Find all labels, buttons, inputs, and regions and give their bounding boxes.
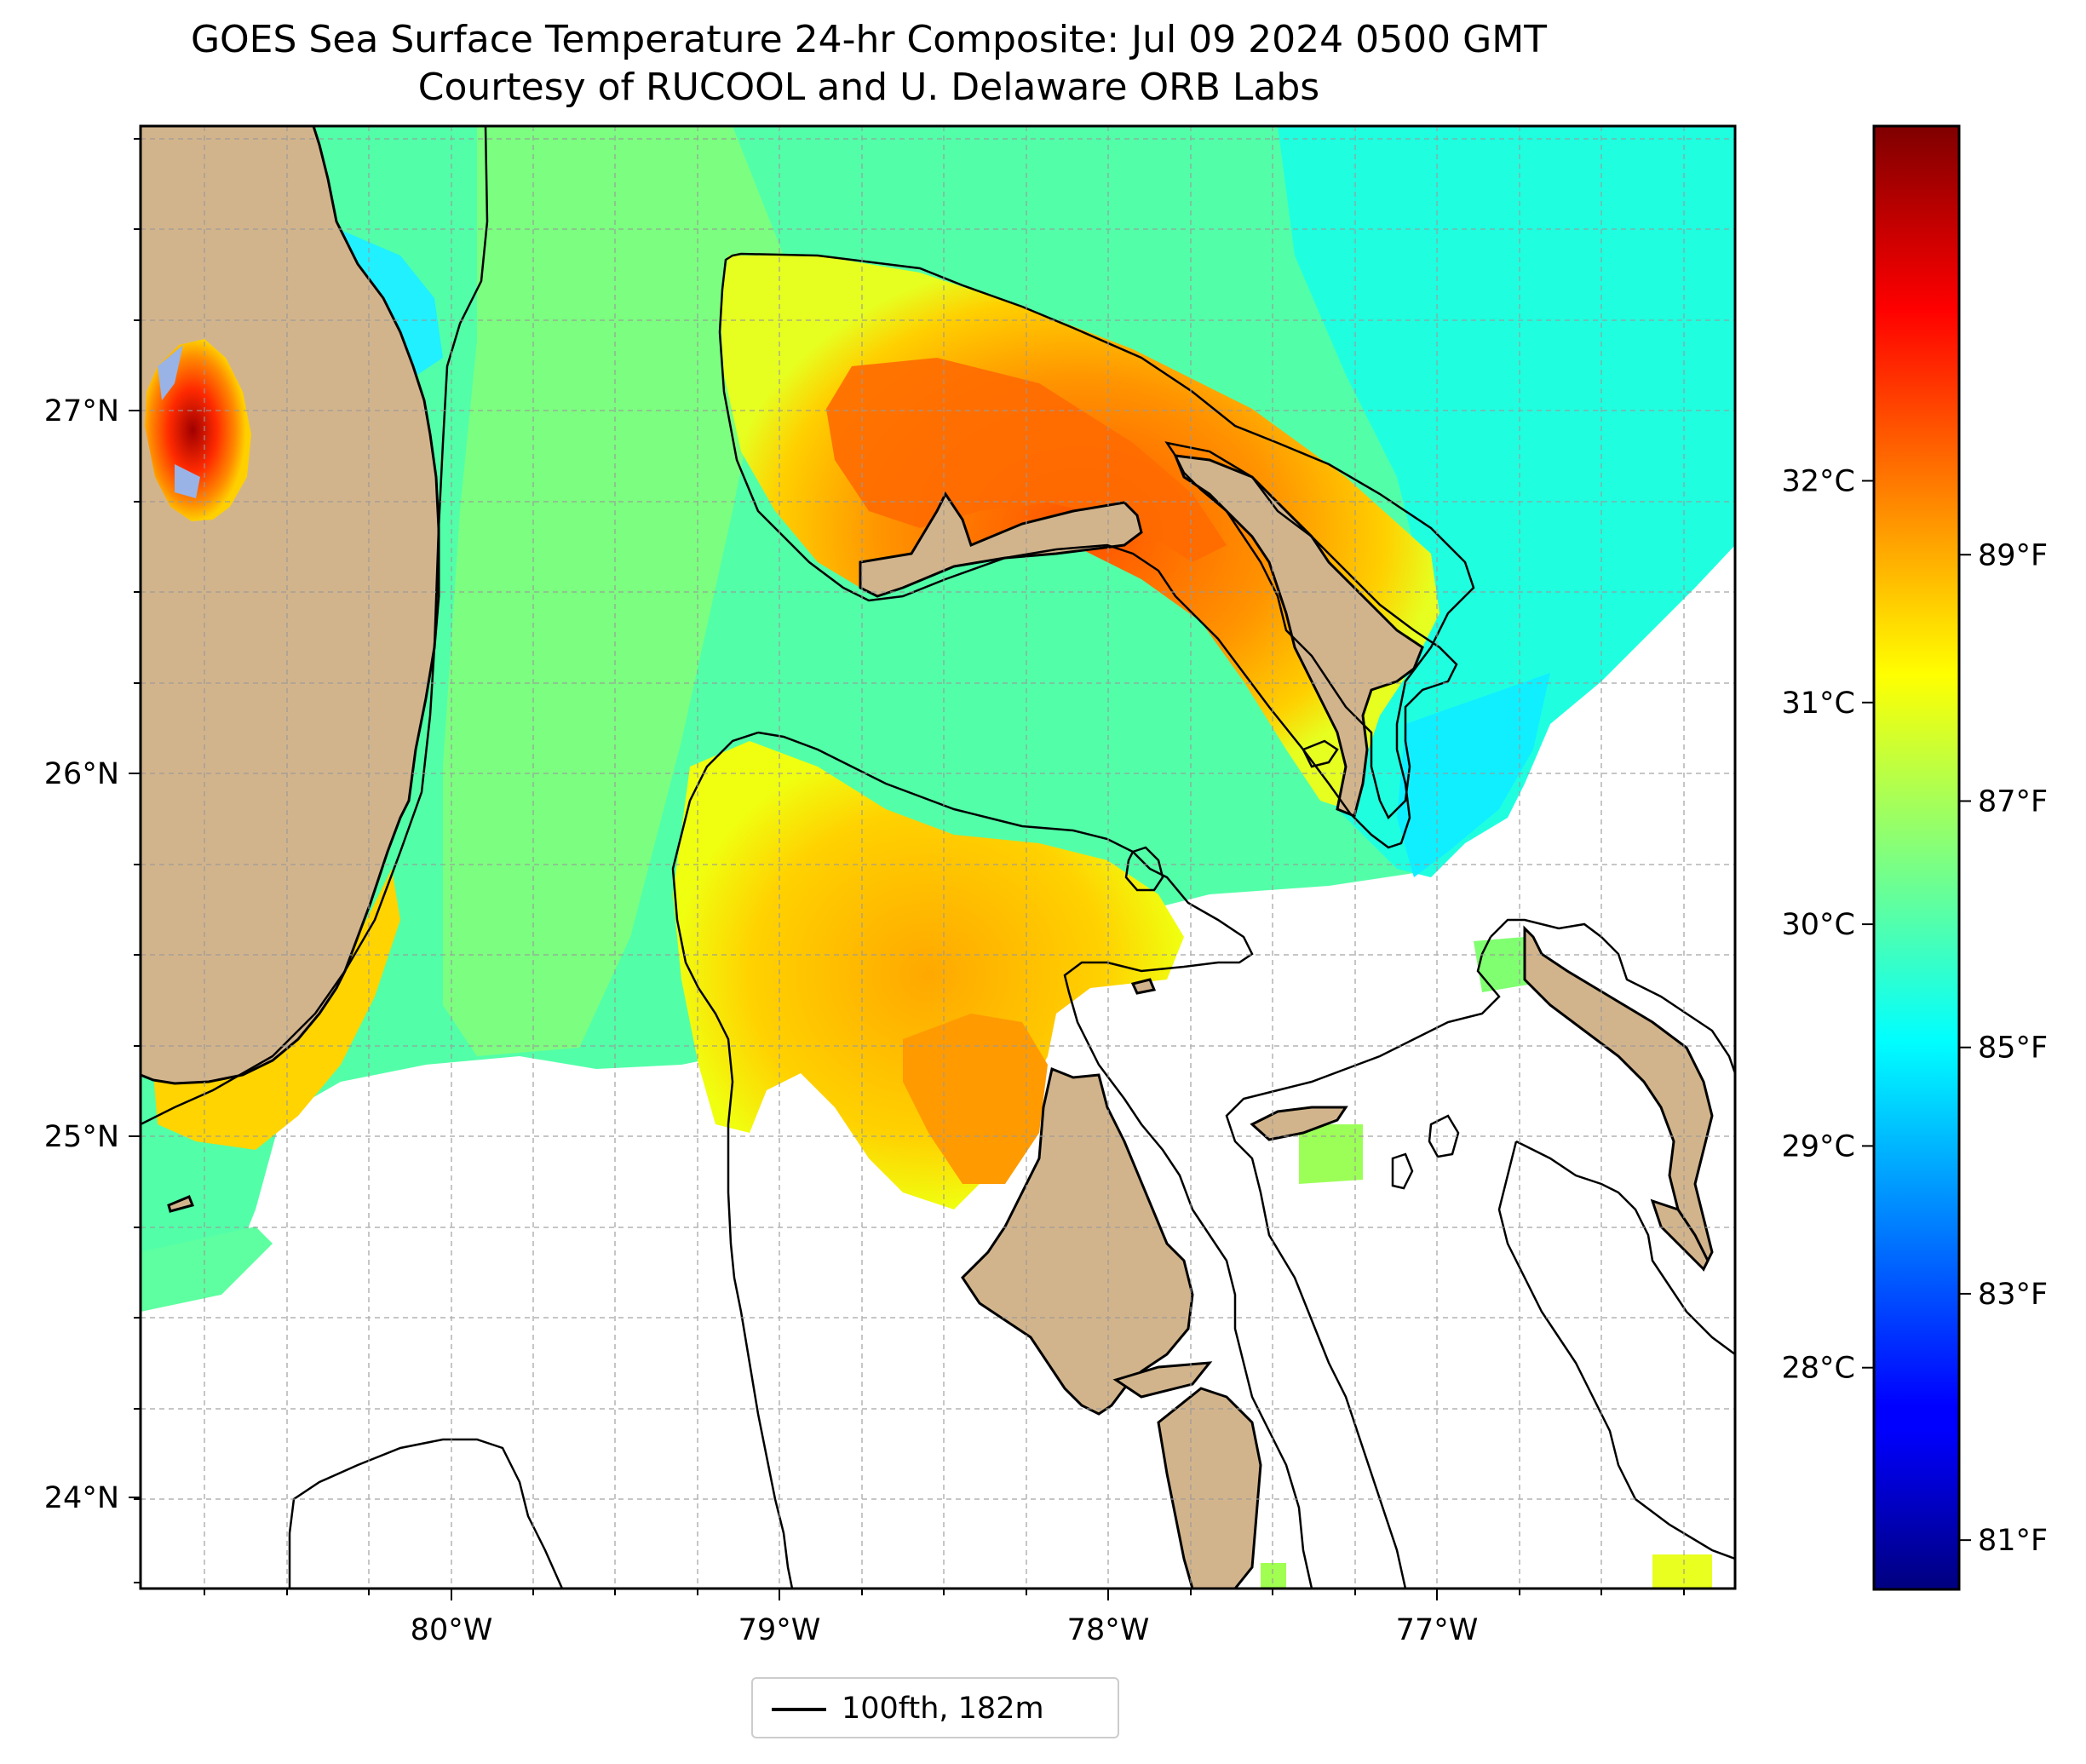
sst-field-cyan-wedge bbox=[1397, 673, 1550, 877]
isobath-100fth bbox=[141, 126, 1735, 1589]
map-subtitle: Courtesy of RUCOOL and U. Delaware ORB L… bbox=[417, 66, 1320, 109]
lat-tick-marks bbox=[129, 138, 141, 1583]
lon-tick-label: 80°W bbox=[411, 1613, 493, 1647]
eleuthera-south-land bbox=[1650, 1198, 1710, 1272]
grand-bahama-land bbox=[859, 491, 1143, 598]
cay-sal-islet bbox=[167, 1195, 195, 1213]
eleuthera-land bbox=[1523, 925, 1714, 1272]
colorbar-fahrenheit-label: 83°F bbox=[1978, 1278, 2048, 1312]
map-frame bbox=[139, 124, 1737, 1590]
colorbar-fahrenheit-ticks: 81°F 83°F 85°F 87°F 89°F bbox=[1959, 538, 2048, 1558]
new-providence-land bbox=[1250, 1106, 1348, 1141]
lon-tick-label: 79°W bbox=[738, 1613, 821, 1647]
colorbar-celsius-label: 29°C bbox=[1782, 1129, 1855, 1164]
colorbar-celsius-label: 30°C bbox=[1782, 908, 1855, 942]
legend: 100fth, 182m bbox=[751, 1677, 1119, 1738]
lon-tick-label: 77°W bbox=[1396, 1613, 1479, 1647]
sst-field-cyan-nearshore bbox=[341, 230, 443, 375]
sst-map bbox=[141, 126, 1735, 1589]
legend-isobath-swatch bbox=[772, 1708, 826, 1711]
colorbar-fahrenheit-label: 81°F bbox=[1978, 1524, 2048, 1558]
sst-field-green-south bbox=[141, 1227, 273, 1312]
colorbar bbox=[1872, 124, 1961, 1591]
map-title: GOES Sea Surface Temperature 24-hr Compo… bbox=[190, 18, 1548, 61]
colorbar-fahrenheit-label: 87°F bbox=[1978, 784, 2048, 819]
lat-tick-label: 25°N bbox=[44, 1120, 119, 1154]
colorbar-fahrenheit-label: 85°F bbox=[1978, 1031, 2048, 1066]
lon-tick-labels: 80°W 79°W 78°W 77°W bbox=[411, 1613, 1479, 1647]
andros-land bbox=[961, 1066, 1194, 1416]
lon-tick-marks bbox=[204, 1589, 1685, 1600]
sst-green-patch-east bbox=[1299, 1124, 1363, 1184]
sst-warm-patch-se bbox=[1652, 1554, 1712, 1589]
lake-lightblue-patch bbox=[158, 345, 200, 498]
colorbar-fahrenheit-label: 89°F bbox=[1978, 538, 2048, 572]
colorbar-celsius-ticks: 28°C 29°C 30°C 31°C 32°C bbox=[1782, 464, 1874, 1386]
lon-tick-label: 78°W bbox=[1067, 1613, 1150, 1647]
andros-channel-islet bbox=[1112, 1361, 1213, 1399]
lat-tick-label: 24°N bbox=[44, 1481, 119, 1515]
legend-isobath-label: 100fth, 182m bbox=[842, 1692, 1044, 1726]
colorbar-celsius-label: 31°C bbox=[1782, 687, 1855, 721]
lat-tick-label: 27°N bbox=[44, 394, 119, 428]
lat-tick-labels: 27°N 26°N 25°N 24°N bbox=[44, 394, 119, 1515]
colorbar-celsius-label: 28°C bbox=[1782, 1352, 1855, 1386]
sst-green-patch-s bbox=[1261, 1563, 1286, 1589]
andros-south-land bbox=[1157, 1387, 1262, 1589]
sst-green-patch-exuma bbox=[1474, 937, 1533, 992]
lat-tick-label: 26°N bbox=[44, 757, 119, 791]
gridlines bbox=[141, 126, 1735, 1589]
colorbar-celsius-label: 32°C bbox=[1782, 464, 1855, 498]
sst-hot-core-south bbox=[903, 1014, 1048, 1184]
bimini-islet bbox=[1130, 978, 1157, 995]
abaco-land bbox=[1173, 454, 1424, 819]
sst-warm-plume-south bbox=[673, 741, 1184, 1210]
sst-field-green-core bbox=[443, 126, 784, 1056]
